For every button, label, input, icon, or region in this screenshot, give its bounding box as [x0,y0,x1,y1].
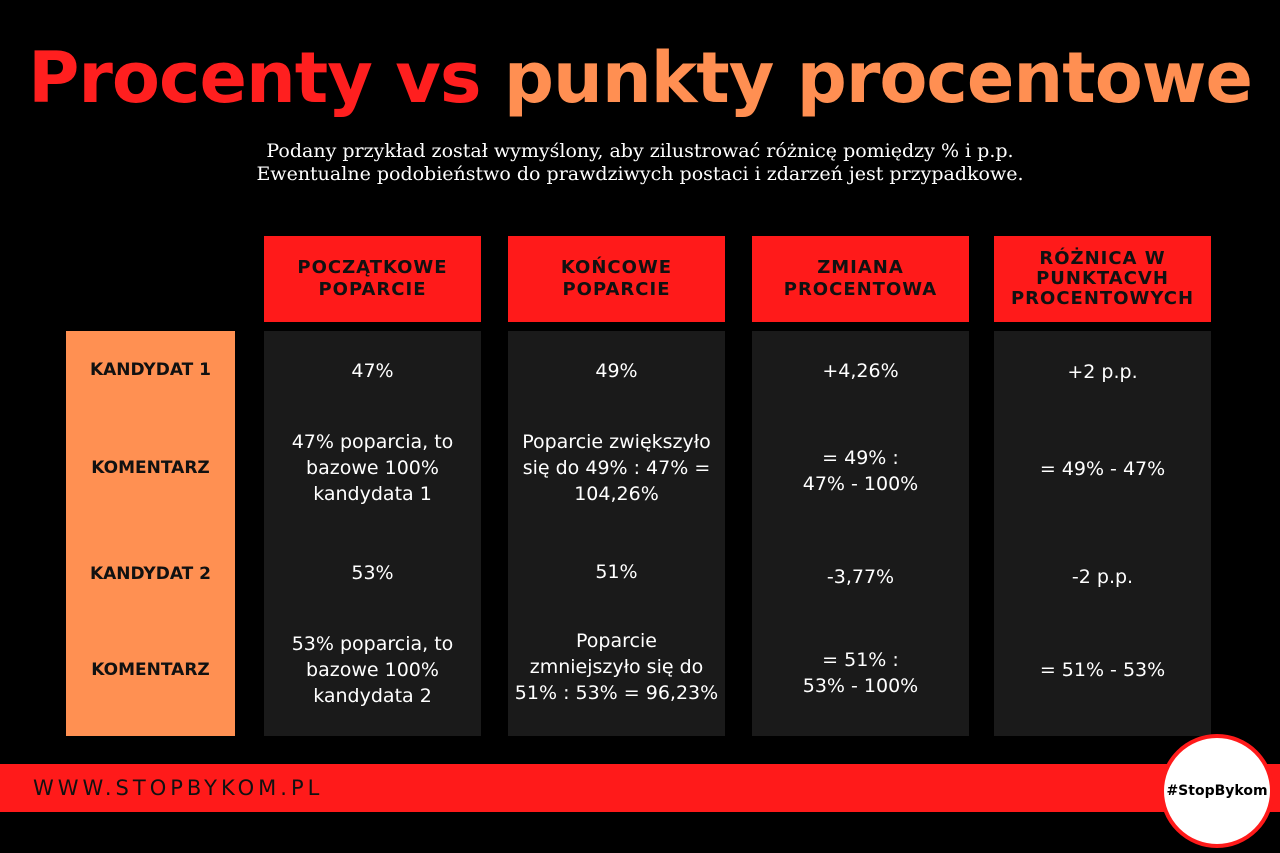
column-percent-change: +4,26% = 49% :47% - 100% -3,77% = 51% :5… [752,331,969,736]
title-part1: Procenty vs [28,37,481,119]
header-point-difference: RÓŻNICA W PUNKTACVH PROCENTOWYCH [994,236,1211,322]
column-initial-support: 47% 47% poparcia, to bazowe 100% kandydata… [264,331,481,736]
table-cell: 53% poparcia, to bazowe 100% kandydata 2 [291,633,454,707]
subtitle: Podany przykład został wymyślony, aby zi… [0,140,1280,186]
table-cell: -2 p.p. [1071,566,1134,588]
table-cell: 47% [351,360,394,382]
page-title: Procenty vs punkty procentowe [0,36,1280,120]
header-line: RÓŻNICA W [1039,248,1166,269]
header-line: POCZĄTKOWE [297,257,448,278]
header-final-support: KOŃCOWE POPARCIE [508,236,725,322]
title-part2: punkty procentowe [503,37,1253,119]
table-cell: = 49% - 47% [1039,458,1166,480]
row-label-candidate-2: KANDYDAT 2 [89,564,212,584]
table-cell: = 51% - 53% [1039,659,1166,681]
table-cell: Poparcie zwiększyło się do 49% : 47% = 104… [522,431,711,505]
table-cell: = 51% :53% - 100% [802,649,919,697]
header-line: PUNKTACVH [1036,268,1169,289]
subtitle-line1: Podany przykład został wymyślony, aby zi… [266,140,1014,162]
row-label-comment-2: KOMENTARZ [91,660,210,680]
table-cell: = 49% :47% - 100% [802,447,919,495]
table-cell: 47% poparcia, to bazowe 100% kandydata 1 [291,431,454,505]
table-cell: +4,26% [822,360,899,382]
header-percent-change: ZMIANA PROCENTOWA [752,236,969,322]
header-line: POPARCIE [318,279,427,300]
badge-text: #StopBykom [1166,783,1268,799]
row-labels-column: KANDYDAT 1 KOMENTARZ KANDYDAT 2 KOMENTAR… [66,331,235,736]
header-line: POPARCIE [562,279,671,300]
stopbykom-badge: #StopBykom [1160,734,1274,848]
table-cell: 49% [595,360,638,382]
subtitle-line2: Ewentualne podobieństwo do prawdziwych p… [256,163,1024,185]
table-cell: +2 p.p. [1067,361,1138,383]
table-cell: -3,77% [826,566,895,588]
column-final-support: 49% Poparcie zwiększyło się do 49% : 47% … [508,331,725,736]
header-line: PROCENTOWA [783,279,938,300]
table-cell: Poparcie zmniejszyło się do 51% : 53% = 96… [514,630,719,704]
header-line: PROCENTOWYCH [1010,288,1195,309]
column-point-difference: +2 p.p. = 49% - 47% -2 p.p. = 51% - 53% [994,331,1211,736]
row-label-comment-1: KOMENTARZ [91,458,210,478]
header-line: ZMIANA [817,257,904,278]
table-cell: 51% [595,561,638,583]
header-initial-support: POCZĄTKOWE POPARCIE [264,236,481,322]
header-line: KOŃCOWE [560,257,673,278]
table-cell: 53% [351,562,394,584]
website-url: WWW.STOPBYKOM.PL [33,776,324,800]
row-label-candidate-1: KANDYDAT 1 [89,360,212,380]
footer-bar [0,764,1280,812]
